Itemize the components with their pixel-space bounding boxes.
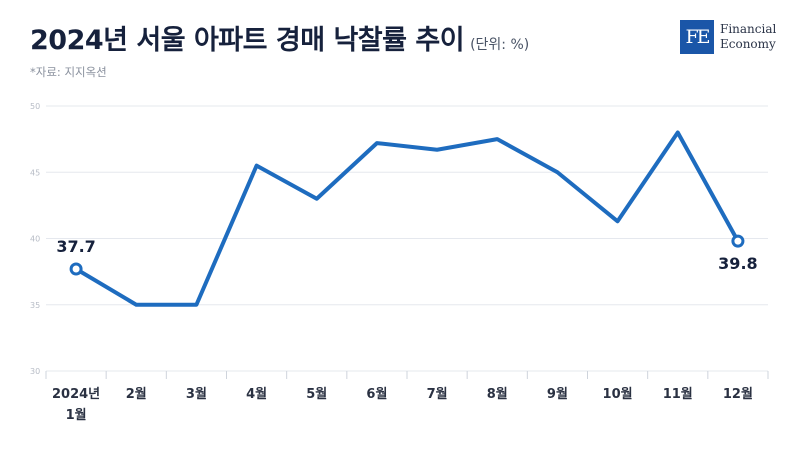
data-label: 37.7 [56, 237, 95, 256]
x-tick-label: 2월 [126, 386, 147, 402]
x-tick-label: 6월 [366, 386, 387, 402]
data-labels: 37.7 39.8 [56, 234, 758, 276]
brand-logo: FE Financial Economy [680, 20, 790, 58]
endpoint-marker [731, 234, 745, 248]
gridlines: 30 35 40 45 50 [30, 102, 768, 376]
x-axis: 2024년 1월 2월 3월 4월 5월 6월 7월 8월 9월 10월 11월 12월 [45, 371, 769, 423]
source-note: *자료: 지지옥션 [30, 65, 107, 79]
brand-name-line2: Economy [720, 37, 776, 51]
y-tick-label: 45 [30, 168, 40, 177]
y-tick-label: 40 [30, 235, 40, 244]
x-tick-label: 7월 [427, 386, 448, 402]
x-tick-label: 1월 [66, 407, 87, 423]
chart-title: 2024년 서울 아파트 경매 낙찰률 추이 [30, 25, 465, 56]
x-tick-label: 12월 [723, 386, 753, 402]
series-line [74, 130, 740, 307]
chart-unit: (단위: %) [470, 37, 530, 53]
series [74, 130, 740, 307]
endpoint-marker [69, 262, 83, 276]
y-tick-label: 50 [30, 102, 40, 111]
x-tick-label: 2024년 [52, 387, 100, 402]
title-row: 2024년 서울 아파트 경매 낙찰률 추이 (단위: %) [30, 18, 529, 57]
x-tick-label: 8월 [487, 386, 508, 402]
x-tick-label: 9월 [547, 386, 568, 402]
y-tick-label: 35 [30, 301, 40, 310]
x-tick-label: 3월 [186, 386, 207, 402]
x-tick-label: 5월 [306, 386, 327, 402]
x-tick-label: 4월 [246, 386, 267, 402]
x-tick-label: 11월 [663, 386, 693, 402]
x-tick-label: 10월 [603, 386, 633, 402]
brand-mark: FE [680, 20, 714, 54]
brand-name-line1: Financial [720, 22, 777, 36]
data-label: 39.8 [718, 254, 757, 273]
y-tick-label: 30 [30, 367, 40, 376]
